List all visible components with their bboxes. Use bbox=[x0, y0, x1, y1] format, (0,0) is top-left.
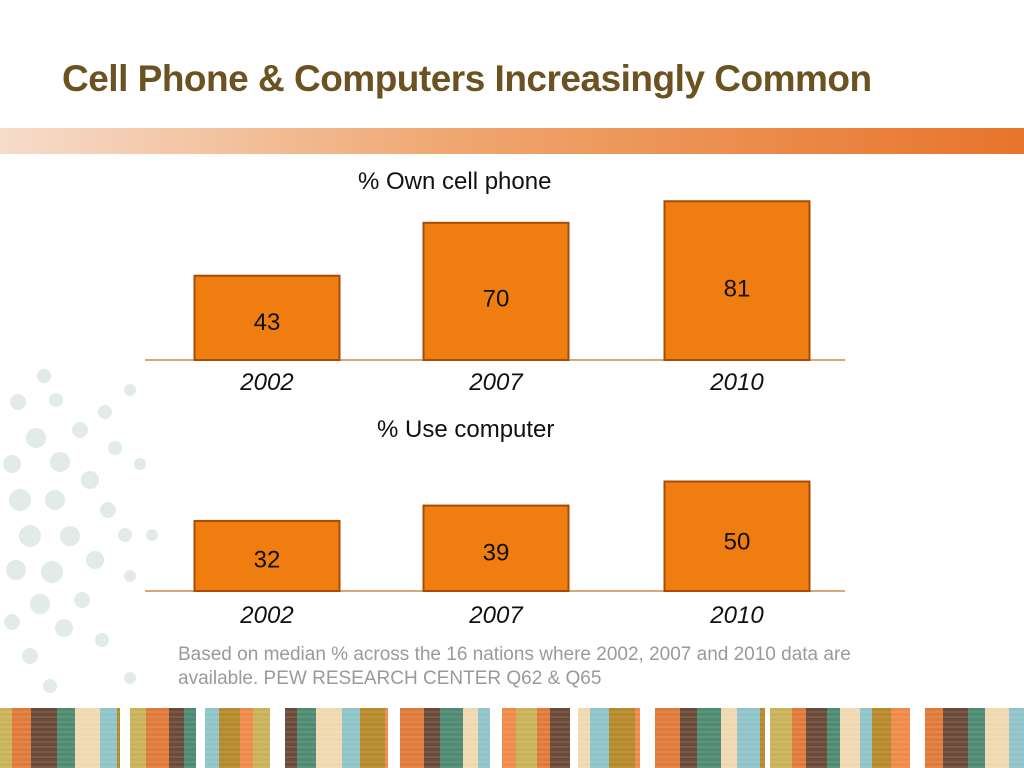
title-underline-bar bbox=[0, 128, 1024, 154]
stripe bbox=[891, 708, 910, 768]
stripe bbox=[770, 708, 792, 768]
stripe bbox=[57, 708, 75, 768]
data-label-2007: 70 bbox=[483, 285, 510, 312]
stripe bbox=[424, 708, 440, 768]
stripe bbox=[316, 708, 342, 768]
stripe bbox=[680, 708, 697, 768]
stripe bbox=[440, 708, 463, 768]
tick-label-2002: 2002 bbox=[239, 369, 293, 396]
stripe bbox=[342, 708, 360, 768]
stripe bbox=[925, 708, 943, 768]
data-label-2007: 39 bbox=[483, 540, 510, 567]
stripe bbox=[860, 708, 872, 768]
decorative-stripe-band bbox=[0, 708, 1024, 768]
stripe bbox=[12, 708, 31, 768]
bar-2007 bbox=[422, 504, 570, 592]
bar-2010 bbox=[663, 200, 811, 361]
stripe bbox=[840, 708, 860, 768]
stripe bbox=[737, 708, 760, 768]
stripe bbox=[806, 708, 827, 768]
stripe bbox=[1009, 708, 1024, 768]
stripe bbox=[400, 708, 424, 768]
slide-title: Cell Phone & Computers Increasingly Comm… bbox=[62, 58, 872, 99]
footnote: Based on median % across the 16 nations … bbox=[178, 644, 851, 689]
stripe bbox=[655, 708, 680, 768]
tick-label-2010: 2010 bbox=[709, 369, 764, 396]
stripe bbox=[184, 708, 196, 768]
stripe bbox=[478, 708, 490, 768]
stripe bbox=[968, 708, 985, 768]
stripe bbox=[463, 708, 478, 768]
chart-title-cell-phone: % Own cell phone bbox=[358, 168, 552, 195]
data-label-2010: 50 bbox=[724, 529, 751, 556]
stripe bbox=[253, 708, 270, 768]
stripe bbox=[872, 708, 891, 768]
bar-2007 bbox=[422, 221, 570, 361]
stripe bbox=[360, 708, 385, 768]
stripe bbox=[502, 708, 516, 768]
stripe bbox=[240, 708, 253, 768]
stripe bbox=[0, 708, 12, 768]
stripe bbox=[205, 708, 219, 768]
bar-2010 bbox=[663, 480, 811, 592]
stripe bbox=[75, 708, 100, 768]
stripe bbox=[985, 708, 1009, 768]
stripe bbox=[635, 708, 640, 768]
tick-label-2007: 2007 bbox=[468, 369, 524, 396]
stripe bbox=[697, 708, 721, 768]
stripe bbox=[117, 708, 120, 768]
data-label-2010: 81 bbox=[724, 276, 751, 303]
stripe bbox=[297, 708, 316, 768]
stripe bbox=[385, 708, 388, 768]
stripe bbox=[146, 708, 169, 768]
data-label-2002: 43 bbox=[254, 309, 281, 336]
stripe bbox=[943, 708, 968, 768]
tick-label-2002: 2002 bbox=[239, 602, 293, 629]
tick-label-2010: 2010 bbox=[709, 602, 764, 629]
stripe bbox=[169, 708, 184, 768]
chart-title-computer: % Use computer bbox=[377, 416, 555, 443]
stripe bbox=[550, 708, 570, 768]
stripe bbox=[516, 708, 537, 768]
stripe bbox=[285, 708, 297, 768]
stripe bbox=[537, 708, 550, 768]
stripe bbox=[590, 708, 609, 768]
stripe bbox=[792, 708, 806, 768]
stripe bbox=[721, 708, 737, 768]
decorative-dot-pattern bbox=[3, 369, 158, 693]
bar-2002 bbox=[193, 519, 341, 592]
stripe bbox=[31, 708, 57, 768]
bar-2002 bbox=[193, 274, 341, 361]
stripe bbox=[578, 708, 590, 768]
tick-label-2007: 2007 bbox=[468, 602, 524, 629]
stripe bbox=[609, 708, 635, 768]
stripe bbox=[760, 708, 765, 768]
stripe bbox=[130, 708, 146, 768]
stripe bbox=[827, 708, 840, 768]
data-label-2002: 32 bbox=[254, 546, 281, 573]
stripe bbox=[219, 708, 240, 768]
stripe bbox=[100, 708, 117, 768]
